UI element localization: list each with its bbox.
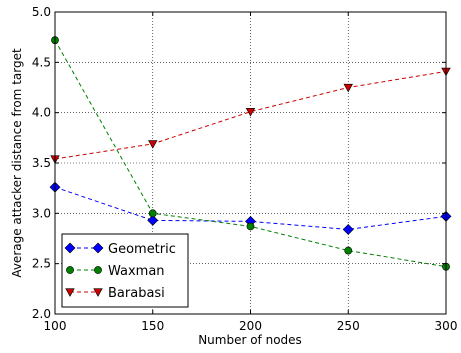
- x-tick-labels: 100 150 200 250 300: [44, 319, 458, 333]
- legend-item-barabasi: Barabasi: [65, 286, 165, 301]
- data-point-waxman: [246, 222, 255, 231]
- y-tick-label: 2.5: [32, 257, 51, 271]
- data-point-geometric: [147, 214, 159, 226]
- data-point-waxman: [344, 246, 353, 255]
- x-tick-label: 100: [44, 319, 67, 333]
- x-tick-label: 300: [435, 319, 458, 333]
- data-point-geometric: [342, 224, 354, 235]
- ticks: [54, 11, 447, 315]
- legend-marker-barabasi: [65, 288, 75, 297]
- legend-box: [61, 233, 189, 308]
- x-tick-label: 150: [141, 319, 164, 333]
- legend-marker-waxman: [94, 266, 102, 274]
- legend-marker-barabasi: [93, 288, 103, 297]
- legend-label-geometric: Geometric: [108, 242, 176, 257]
- series-line-geometric: [54, 186, 447, 230]
- y-tick-label: 3.0: [32, 206, 51, 220]
- legend-item-geometric: Geometric: [64, 242, 176, 257]
- legend-label-waxman: Waxman: [108, 264, 165, 279]
- y-tick-label: 2.0: [32, 307, 51, 321]
- series-line-barabasi: [54, 70, 447, 160]
- data-point-barabasi: [343, 83, 353, 93]
- data-point-barabasi: [245, 108, 256, 117]
- y-tick-label: 4.5: [32, 55, 51, 69]
- data-point-waxman: [148, 209, 157, 218]
- y-tick-label: 5.0: [32, 5, 51, 19]
- legend-item-waxman: Waxman: [66, 264, 165, 279]
- y-tick-labels: 2.0 2.5 3.0 3.5 4.0 4.5 5.0: [32, 5, 51, 321]
- legend-marker-geometric: [92, 242, 104, 254]
- series-barabasi: [50, 67, 451, 164]
- legend-label-barabasi: Barabasi: [108, 286, 165, 301]
- y-axis-label: Average attacker distance from target: [10, 48, 24, 278]
- legend-marker-waxman: [66, 266, 74, 274]
- legend-marker-geometric: [64, 242, 76, 254]
- x-axis-label: Number of nodes: [198, 333, 302, 347]
- y-tick-label: 4.0: [32, 106, 51, 120]
- data-point-barabasi: [148, 140, 158, 149]
- y-tick-label: 3.5: [32, 156, 51, 170]
- x-tick-label: 200: [239, 319, 262, 333]
- x-tick-label: 250: [337, 319, 360, 333]
- legend: Geometric Waxman Barabasi: [61, 233, 189, 308]
